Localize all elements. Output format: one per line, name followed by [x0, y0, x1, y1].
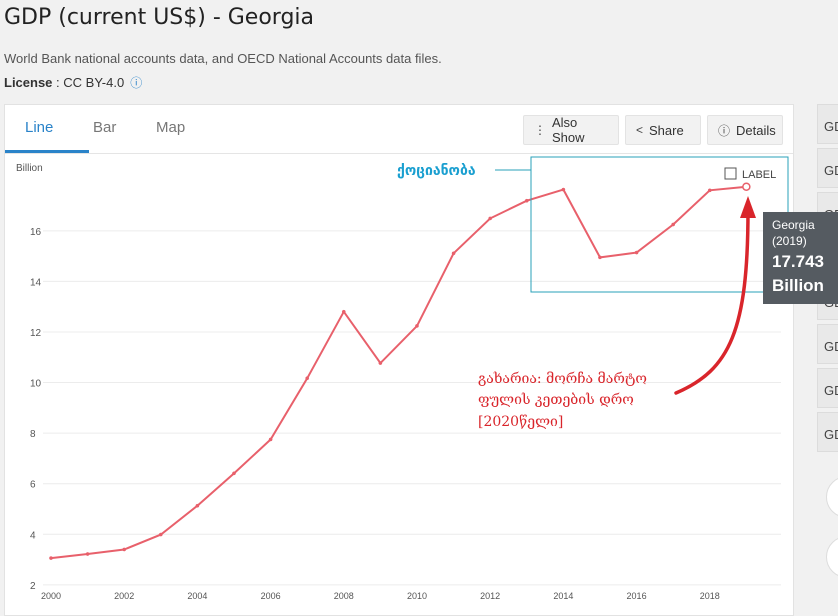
x-tick-label: 2006 — [261, 591, 281, 601]
license-value: : CC BY-4.0 — [52, 75, 125, 90]
data-point[interactable] — [305, 376, 310, 381]
x-tick-label: 2016 — [627, 591, 647, 601]
y-axis-label: Billion — [16, 163, 43, 174]
annotation-note-line3: [2020წელი] — [478, 413, 563, 430]
data-point[interactable] — [707, 188, 712, 193]
page-subtitle: World Bank national accounts data, and O… — [4, 51, 442, 66]
data-point[interactable] — [122, 547, 127, 552]
details-label: Details — [736, 122, 776, 138]
side-item-6[interactable]: GD — [817, 368, 838, 408]
tooltip-series: Georgia — [772, 218, 815, 232]
data-point[interactable] — [415, 324, 419, 328]
data-point[interactable] — [232, 471, 236, 476]
series-points — [49, 182, 751, 560]
data-point[interactable] — [85, 552, 90, 556]
details-button[interactable]: ⓘ Details — [707, 115, 783, 145]
x-tick-label: 2012 — [480, 591, 500, 601]
info-icon[interactable]: ⓘ — [130, 76, 143, 90]
active-tab-indicator — [5, 150, 89, 153]
share-button[interactable]: < Share — [625, 115, 701, 145]
tooltip-value: 17.743 — [772, 252, 824, 271]
x-tick-label: 2000 — [41, 591, 61, 601]
label-checkbox[interactable] — [724, 167, 737, 180]
tab-map[interactable]: Map — [156, 119, 186, 136]
x-tick-label: 2010 — [407, 591, 427, 601]
share-icon: < — [636, 123, 644, 137]
data-point[interactable] — [561, 187, 566, 192]
share-label: Share — [649, 122, 684, 138]
annotation-note-line2: ფულის კეთების დრო — [478, 391, 634, 408]
annotation-arrow — [674, 208, 750, 395]
y-tick-label: 2 — [30, 581, 36, 592]
y-tick-labels: 2 4 6 8 10 12 14 16 — [30, 227, 42, 592]
data-point[interactable] — [488, 216, 493, 221]
y-tick-label: 6 — [30, 480, 36, 491]
data-point[interactable] — [158, 532, 163, 537]
label-checkbox-text[interactable]: LABEL — [742, 169, 776, 181]
y-tick-label: 14 — [30, 277, 42, 288]
y-tick-label: 16 — [30, 227, 42, 238]
y-tick-label: 10 — [30, 379, 42, 390]
side-item-1[interactable]: GD — [817, 104, 838, 144]
also-show-button[interactable]: ⋮ Also Show — [523, 115, 619, 145]
data-point[interactable] — [742, 182, 751, 191]
data-point[interactable] — [598, 255, 602, 260]
annotation-arrowhead — [740, 196, 756, 218]
x-tick-label: 2018 — [700, 591, 720, 601]
tooltip-box — [763, 212, 838, 304]
x-tick-label: 2014 — [553, 591, 573, 601]
y-tick-label: 8 — [30, 429, 36, 440]
series-line-georgia — [50, 185, 747, 560]
data-point[interactable] — [341, 309, 346, 314]
info-circle-icon: ⓘ — [718, 123, 731, 138]
data-point[interactable] — [634, 250, 639, 255]
side-item-2[interactable]: GD — [817, 148, 838, 188]
x-tick-label: 2008 — [334, 591, 354, 601]
tooltip-unit: Billion — [772, 276, 824, 295]
tooltip: Georgia (2019) 17.743 Billion — [763, 212, 838, 304]
side-item-7[interactable]: GD — [817, 412, 838, 452]
x-tick-labels: 2000 2002 2004 2006 2008 2010 2012 2014 2016 2018 — [41, 591, 720, 601]
page-title: GDP (current US$) - Georgia — [4, 5, 315, 30]
annotation-box-label: ქოციანობა — [397, 163, 476, 179]
x-tick-label: 2004 — [187, 591, 207, 601]
data-point[interactable] — [195, 503, 200, 508]
side-item-5[interactable]: GD — [817, 324, 838, 364]
grid-lines — [43, 230, 781, 586]
data-point[interactable] — [451, 251, 456, 256]
data-point[interactable] — [268, 437, 273, 442]
data-point[interactable] — [49, 556, 53, 560]
license: License : CC BY-4.0 ⓘ — [4, 74, 142, 91]
tooltip-year: (2019) — [772, 234, 807, 248]
chart-tabs: Line Bar Map — [5, 105, 793, 154]
chart-card: Line Bar Map ⋮ Also Show < Share ⓘ Details — [4, 104, 794, 616]
y-tick-label: 12 — [30, 328, 42, 339]
tab-line[interactable]: Line — [25, 119, 54, 136]
also-show-label: Also Show — [552, 115, 585, 145]
annotation-note-line1: გახარია: მორჩა მარტო — [478, 370, 647, 387]
license-label: License — [4, 75, 53, 90]
y-tick-label: 4 — [30, 530, 36, 541]
tab-bar[interactable]: Bar — [93, 119, 117, 136]
x-tick-label: 2002 — [114, 591, 134, 601]
data-point[interactable] — [671, 222, 676, 227]
more-vertical-icon: ⋮ — [534, 123, 546, 137]
data-point[interactable] — [378, 361, 383, 365]
data-point[interactable] — [524, 198, 529, 203]
